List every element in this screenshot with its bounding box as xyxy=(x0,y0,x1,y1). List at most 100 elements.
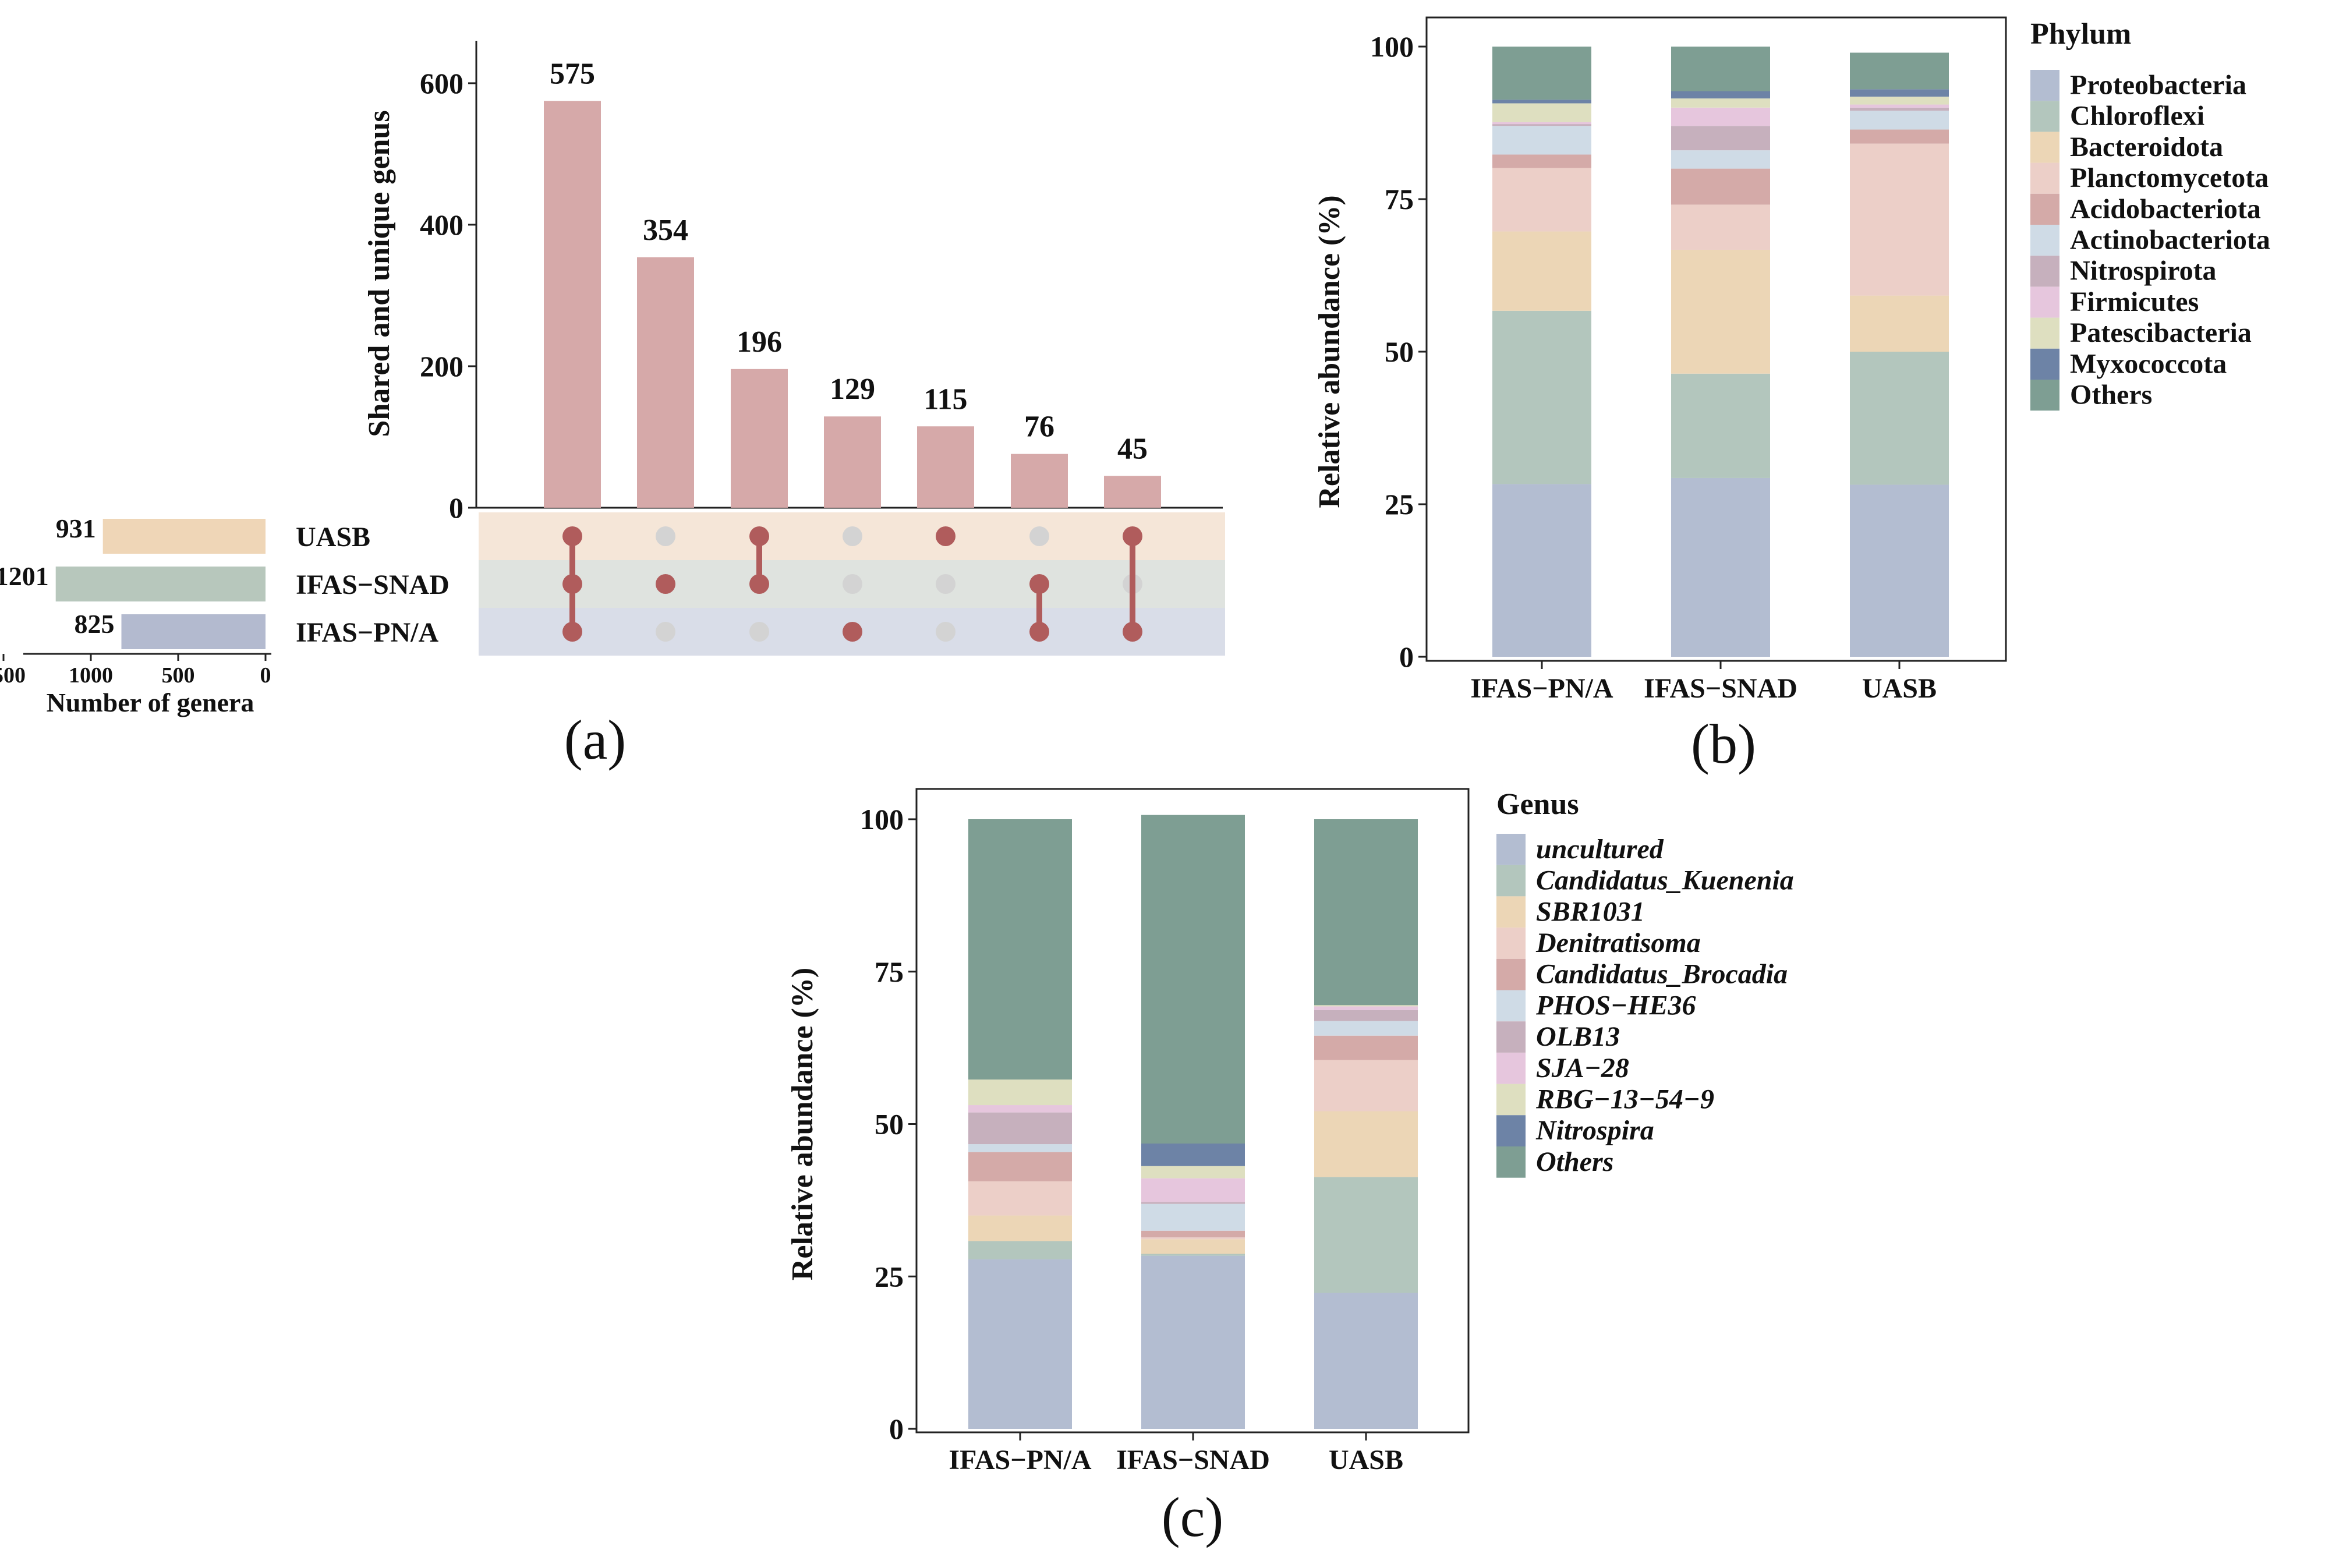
membership-dot-inactive xyxy=(936,574,956,594)
stack-segment-acidobacteriota xyxy=(1850,129,1949,144)
legend-label: OLB13 xyxy=(1536,1021,1620,1052)
stack-segment-proteobacteria xyxy=(1850,484,1949,657)
legend-label: SBR1031 xyxy=(1536,896,1645,927)
x-tick-label: IFAS−SNAD xyxy=(1116,1445,1270,1475)
legend-label: Others xyxy=(1536,1146,1613,1177)
legend-label: Candidatus_Brocadia xyxy=(1536,959,1788,990)
legend-swatch xyxy=(1496,990,1526,1022)
legend-label: Acidobacteriota xyxy=(2070,193,2261,224)
legend-swatch xyxy=(2030,256,2059,287)
y-axis-title: Shared and unique genus xyxy=(363,110,396,437)
stack-segment-candidatus-brocadia xyxy=(1141,1230,1245,1238)
stack-segment-others xyxy=(1492,47,1591,100)
y-tick-label: 75 xyxy=(875,955,904,988)
legend-swatch xyxy=(2030,225,2059,256)
legend-swatch xyxy=(1496,865,1526,897)
panel-label: (a) xyxy=(564,709,627,771)
legend-label: Nitrospirota xyxy=(2070,256,2217,286)
stack-segment-myxococcota xyxy=(1671,91,1770,99)
stack-segment-uncultured xyxy=(1141,1255,1245,1429)
stack-segment-candidatus-brocadia xyxy=(1314,1035,1418,1060)
panel-label: (c) xyxy=(1162,1486,1224,1548)
x-tick-label: IFAS−PN/A xyxy=(1470,673,1613,704)
stack-segment-sbr1031 xyxy=(1314,1111,1418,1177)
intersection-bar xyxy=(1104,476,1161,508)
stack-segment-rbg-13-54-9 xyxy=(1314,1005,1418,1007)
stack-segment-phos-he36 xyxy=(968,1144,1072,1152)
x-tick-label: UASB xyxy=(1862,673,1937,704)
intersection-bar-label: 45 xyxy=(1117,432,1148,465)
y-tick-label: 50 xyxy=(875,1108,904,1141)
y-tick-label: 0 xyxy=(449,491,463,524)
set-size-label: 1201 xyxy=(0,561,49,591)
stack-segment-phos-he36 xyxy=(1141,1204,1245,1231)
intersection-bar xyxy=(637,257,694,508)
stack-segment-candidatus-kuenenia xyxy=(1141,1254,1245,1256)
set-size-axis-title: Number of genera xyxy=(47,688,254,717)
legend-label: Patescibacteria xyxy=(2070,317,2252,348)
y-tick-label: 0 xyxy=(1399,640,1414,673)
stack-segment-acidobacteriota xyxy=(1492,154,1591,168)
stack-segment-planctomycetota xyxy=(1671,204,1770,250)
legend-label: PHOS−HE36 xyxy=(1535,990,1696,1021)
stack-segment-bacteroidota xyxy=(1850,295,1949,352)
legend-swatch xyxy=(1496,1084,1526,1116)
legend-label: RBG−13−54−9 xyxy=(1535,1084,1714,1114)
legend-label: Chloroflexi xyxy=(2070,101,2204,132)
stack-segment-acidobacteriota xyxy=(1671,168,1770,205)
stack-segment-candidatus-brocadia xyxy=(968,1152,1072,1181)
set-name-label: IFAS−PN/A xyxy=(296,617,438,648)
legend-label: Candidatus_Kuenenia xyxy=(1536,865,1794,896)
stack-segment-candidatus-kuenenia xyxy=(968,1241,1072,1259)
legend-swatch xyxy=(1496,1052,1526,1084)
membership-dot-active xyxy=(936,526,956,546)
legend-swatch xyxy=(2030,70,2059,101)
stack-segment-sja-28 xyxy=(1314,1006,1418,1010)
stack-segment-actinobacteriota xyxy=(1850,111,1949,130)
legend-swatch xyxy=(2030,132,2059,163)
panel-b-phylum-stacked-bar: 0 25 50 75 100 Relative abundance (%) IFAS−PN/… xyxy=(1313,16,2270,775)
legend-swatch xyxy=(2030,162,2059,194)
stack-segment-sbr1031 xyxy=(1141,1239,1245,1254)
legend-swatch xyxy=(2030,317,2059,349)
panel-label: (b) xyxy=(1691,713,1756,775)
y-tick-label: 25 xyxy=(875,1260,904,1293)
legend-label: Denitratisoma xyxy=(1535,928,1701,958)
stack-segment-bacteroidota xyxy=(1492,231,1591,311)
stack-segment-olb13 xyxy=(1314,1010,1418,1021)
y-tick-label: 75 xyxy=(1385,183,1414,215)
stack-segment-olb13 xyxy=(968,1112,1072,1145)
membership-dot-inactive xyxy=(656,526,675,546)
stack-segment-candidatus-kuenenia xyxy=(1314,1177,1418,1293)
y-tick-label: 600 xyxy=(420,67,463,100)
stack-segment-others xyxy=(1141,815,1245,1144)
stack-segment-sja-28 xyxy=(968,1105,1072,1113)
stack-segment-others xyxy=(1850,52,1949,90)
stack-segment-sja-28 xyxy=(1141,1178,1245,1202)
set-name-label: UASB xyxy=(296,522,370,553)
membership-dot-inactive xyxy=(843,526,862,546)
y-tick-label: 50 xyxy=(1385,335,1414,368)
intersection-bar xyxy=(824,416,881,508)
stack-segment-planctomycetota xyxy=(1492,168,1591,232)
stack-segment-uncultured xyxy=(1314,1293,1418,1429)
stack-segment-chloroflexi xyxy=(1492,310,1591,484)
stack-segment-nitrospirota xyxy=(1492,124,1591,126)
panel-a-upset-plot: 0 200 400 600 Shared and unique genus 575 354 1… xyxy=(0,41,1225,771)
legend-swatch xyxy=(1496,896,1526,928)
legend-label: uncultured xyxy=(1536,834,1664,865)
set-size-label: 931 xyxy=(56,514,96,543)
stack-segment-firmicutes xyxy=(1492,122,1591,125)
stack-segment-rbg-13-54-9 xyxy=(1141,1166,1245,1178)
stack-segment-chloroflexi xyxy=(1671,373,1770,478)
set-size-bar xyxy=(55,567,266,601)
y-tick-label: 200 xyxy=(420,350,463,383)
membership-dot-inactive xyxy=(936,622,956,642)
legend-label: Firmicutes xyxy=(2070,286,2199,317)
intersection-bar xyxy=(544,101,601,508)
membership-dot-inactive xyxy=(843,574,862,594)
y-tick-label: 100 xyxy=(1370,30,1414,63)
membership-dot-inactive xyxy=(656,622,675,642)
legend-swatch xyxy=(1496,834,1526,865)
